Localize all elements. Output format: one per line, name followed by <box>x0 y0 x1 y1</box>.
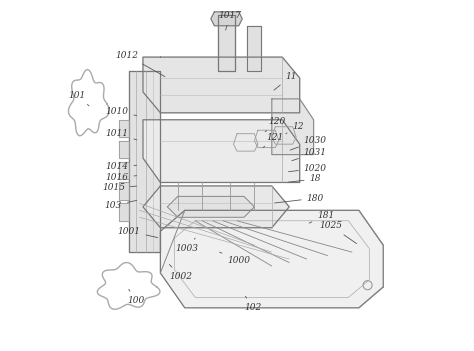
Text: 11: 11 <box>274 72 297 90</box>
Text: 121: 121 <box>263 133 284 148</box>
Polygon shape <box>218 15 235 71</box>
Text: 1001: 1001 <box>118 227 158 238</box>
Text: 1017: 1017 <box>219 11 242 30</box>
Polygon shape <box>167 197 255 217</box>
Text: 1000: 1000 <box>219 252 250 265</box>
Text: 1011: 1011 <box>105 129 137 140</box>
Polygon shape <box>118 203 129 221</box>
Text: 1020: 1020 <box>289 164 327 173</box>
Polygon shape <box>118 120 129 137</box>
Polygon shape <box>118 141 129 158</box>
Polygon shape <box>143 120 300 183</box>
Polygon shape <box>143 186 289 228</box>
Text: 1015: 1015 <box>102 183 137 192</box>
Text: 101: 101 <box>68 91 89 106</box>
Text: 180: 180 <box>274 194 324 203</box>
Text: 1003: 1003 <box>175 238 198 253</box>
Text: 103: 103 <box>105 200 137 210</box>
Polygon shape <box>272 99 314 154</box>
Text: 1030: 1030 <box>290 136 327 150</box>
Polygon shape <box>247 26 261 71</box>
Text: 1031: 1031 <box>292 148 327 161</box>
Text: 120: 120 <box>265 117 286 132</box>
Text: 102: 102 <box>244 296 261 312</box>
Text: 1010: 1010 <box>105 107 137 116</box>
Polygon shape <box>211 12 242 26</box>
Text: 181: 181 <box>309 211 335 223</box>
Polygon shape <box>160 210 383 308</box>
Text: 1014: 1014 <box>105 162 137 171</box>
Text: 1002: 1002 <box>169 265 193 281</box>
Text: 18: 18 <box>289 174 321 184</box>
Polygon shape <box>129 71 160 252</box>
Text: 1012: 1012 <box>116 51 165 77</box>
Text: 1016: 1016 <box>105 173 137 182</box>
Polygon shape <box>118 161 129 179</box>
Polygon shape <box>118 183 129 200</box>
Text: 100: 100 <box>128 289 145 305</box>
Polygon shape <box>143 57 300 113</box>
Text: 1025: 1025 <box>319 221 356 244</box>
Text: 12: 12 <box>286 122 304 134</box>
